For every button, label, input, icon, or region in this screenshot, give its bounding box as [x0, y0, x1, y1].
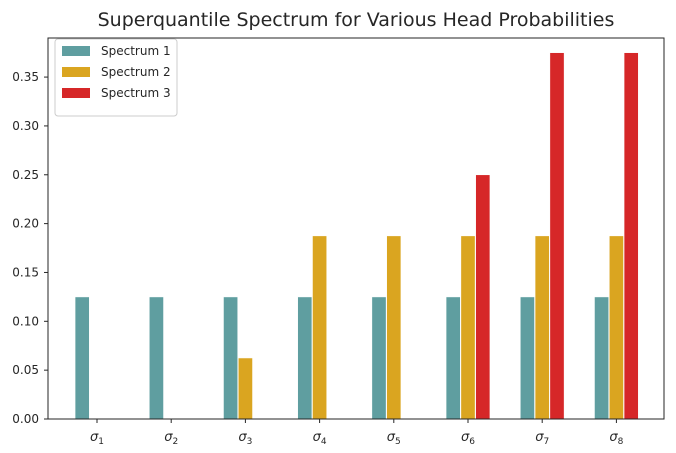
x-tick-label: σ2 [164, 430, 178, 447]
bar-series3-cat7 [549, 52, 565, 420]
x-axis: σ1 σ2 σ3 σ4 σ5 σ6 σ7 σ8 [90, 419, 624, 447]
legend-label: Spectrum 2 [101, 65, 171, 79]
y-tick-label: 0.25 [12, 168, 39, 182]
x-tick-label: σ1 [90, 430, 104, 447]
bar-series1-cat6 [445, 296, 461, 420]
x-tick-label: σ3 [238, 430, 252, 447]
bar-series2-cat8 [608, 235, 624, 420]
legend-swatch [62, 67, 90, 77]
legend: Spectrum 1 Spectrum 2 Spectrum 3 [54, 38, 178, 117]
bar-series1-cat7 [519, 296, 535, 420]
chart-title: Superquantile Spectrum for Various Head … [98, 9, 615, 31]
bar-series1-cat2 [148, 296, 164, 420]
y-axis: 0.00 0.05 0.10 0.15 0.20 0.25 0.30 0.35 [12, 70, 48, 426]
y-tick-label: 0.00 [12, 412, 39, 426]
bar-series1-cat8 [594, 296, 610, 420]
bar-series2-cat5 [386, 235, 402, 420]
legend-swatch [62, 88, 90, 98]
legend-label: Spectrum 3 [101, 86, 171, 100]
bar-series2-cat4 [312, 235, 328, 420]
y-tick-label: 0.30 [12, 119, 39, 133]
bar-series3-cat8 [623, 52, 639, 420]
y-tick-label: 0.10 [12, 314, 39, 328]
bar-series1-cat4 [297, 296, 313, 420]
x-tick-label: σ8 [609, 430, 623, 447]
bar-series3-cat6 [475, 174, 491, 420]
x-tick-label: σ6 [461, 430, 475, 447]
y-tick-label: 0.15 [12, 265, 39, 279]
x-tick-label: σ5 [387, 430, 401, 447]
bar-series2-cat6 [460, 235, 476, 420]
bar-series2-cat7 [534, 235, 550, 420]
y-tick-label: 0.35 [12, 70, 39, 84]
legend-swatch [62, 46, 90, 56]
y-tick-label: 0.05 [12, 363, 39, 377]
legend-label: Spectrum 1 [101, 44, 171, 58]
bars-layer [74, 52, 639, 420]
x-tick-label: σ7 [535, 430, 549, 447]
bar-series1-cat1 [74, 296, 90, 420]
bar-series2-cat3 [237, 357, 253, 420]
bar-series1-cat5 [371, 296, 387, 420]
y-tick-label: 0.20 [12, 217, 39, 231]
bar-series1-cat3 [223, 296, 239, 420]
plot-frame [47, 37, 665, 420]
x-tick-label: σ4 [313, 430, 327, 447]
